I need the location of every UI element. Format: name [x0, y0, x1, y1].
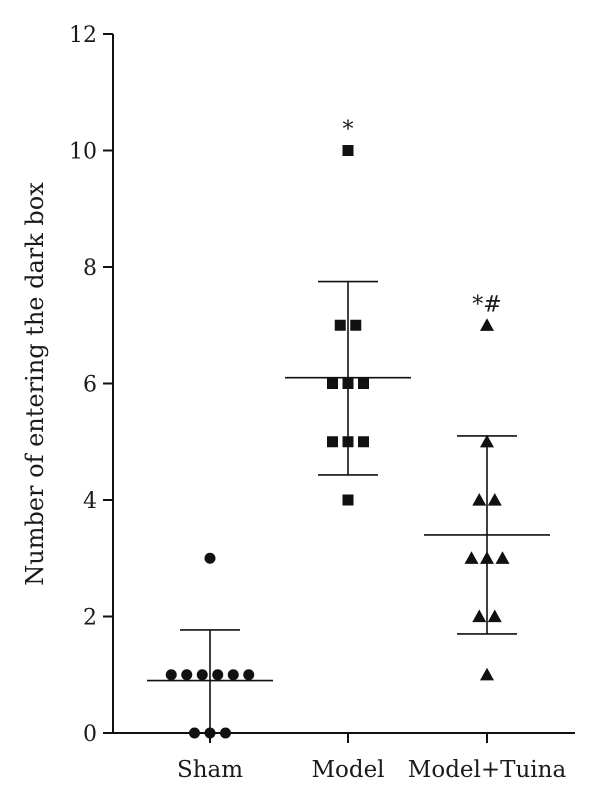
x-tick-label: Model+Tuina: [408, 757, 567, 783]
data-point: [220, 727, 231, 739]
data-point: [358, 378, 369, 389]
data-point: [196, 669, 208, 681]
data-point: [480, 434, 494, 448]
data-point: [181, 669, 193, 681]
data-point: [480, 667, 494, 681]
data-point: [342, 436, 354, 448]
data-point: [243, 669, 255, 681]
y-tick-label: 10: [69, 140, 97, 165]
y-tick-label: 0: [83, 722, 97, 747]
data-point: [480, 318, 494, 331]
significance-label: *: [343, 118, 354, 143]
data-point: [350, 319, 362, 331]
data-point: [487, 609, 502, 623]
data-point: [358, 436, 369, 448]
y-axis-label: Number of entering the dark box: [21, 182, 49, 586]
y-tick-label: 12: [69, 23, 97, 48]
data-point: [342, 494, 354, 506]
data-point: [204, 727, 216, 739]
data-point: [204, 552, 216, 564]
data-point: [495, 551, 510, 564]
y-tick-label: 8: [83, 256, 97, 281]
marks: * *#: [147, 118, 550, 739]
data-point: [189, 727, 200, 739]
data-point: [327, 436, 338, 448]
data-point: [472, 609, 487, 623]
data-point: [342, 378, 354, 389]
data-point: [487, 493, 502, 506]
data-point: [212, 669, 224, 681]
significance-label: *#: [472, 292, 501, 317]
data-point: [165, 669, 177, 681]
data-point: [480, 551, 494, 564]
x-tick-label: Model: [311, 757, 384, 783]
y-tick-label: 6: [83, 373, 97, 398]
data-point: [342, 145, 354, 156]
data-point: [472, 493, 487, 506]
x-tick-label: Sham: [177, 757, 243, 783]
y-tick-label: 4: [83, 489, 97, 514]
y-tick-label: 2: [83, 606, 97, 631]
data-point: [327, 378, 338, 389]
axes: 0 2 4 6 8 10 12 Sham Model Model+Tuina: [69, 23, 575, 783]
data-point: [464, 551, 479, 564]
data-point: [334, 319, 346, 331]
data-point: [227, 669, 239, 681]
